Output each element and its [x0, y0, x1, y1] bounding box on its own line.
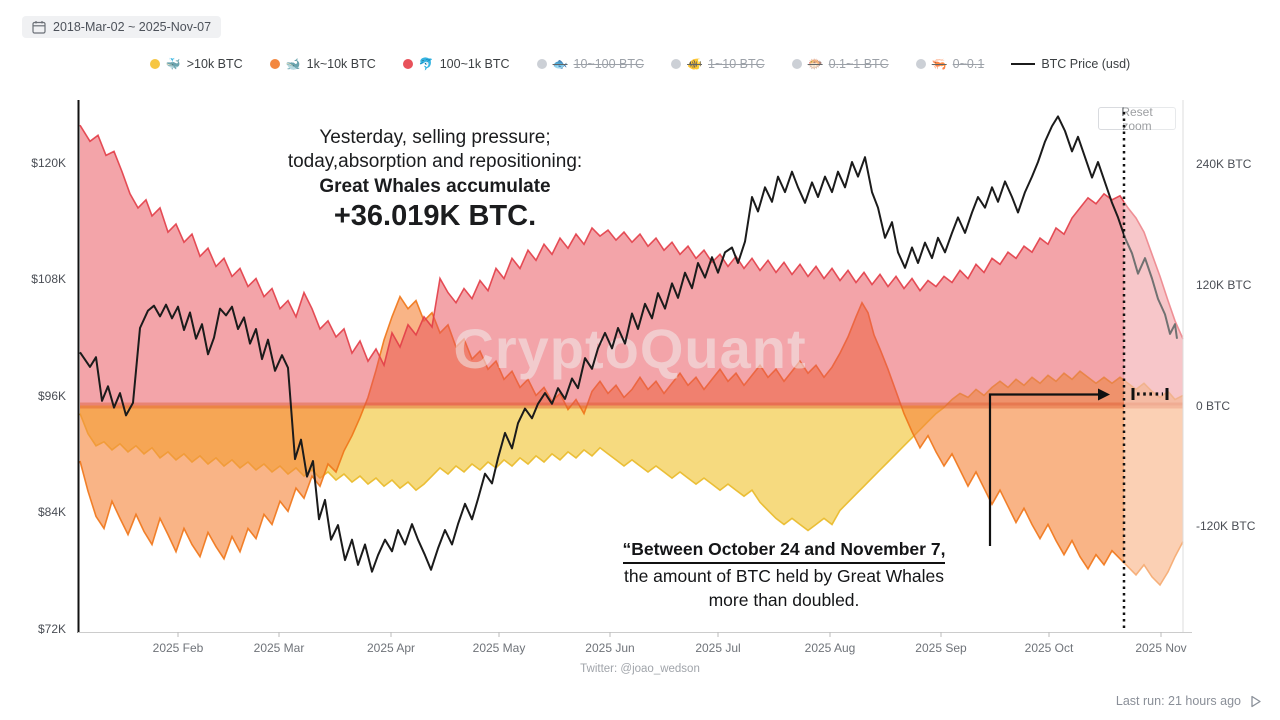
x-axis-tick-label: 2025 Nov	[1135, 641, 1187, 655]
annotation-line: +36.019K BTC.	[333, 200, 537, 232]
area-edge-red	[79, 124, 1184, 368]
x-axis-tick-label: 2025 Jul	[695, 641, 741, 655]
reset-zoom-button[interactable]: Reset zoom	[1098, 105, 1176, 133]
price-line-swatch	[1011, 63, 1036, 65]
arrow-line	[988, 393, 1098, 546]
annotation-accumulation: Yesterday, selling pressure; today,absor…	[235, 126, 635, 233]
y-axis-tick-label: -120K BTC	[1196, 519, 1256, 534]
annotation-line: more than doubled.	[708, 590, 860, 610]
annotation-doubled: “Between October 24 and November 7, the …	[574, 537, 994, 612]
legend-label: 0.1~1 BTC	[828, 57, 889, 71]
legend-label: >10k BTC	[186, 57, 243, 71]
x-axis-tick-label: 2025 Feb	[152, 641, 204, 655]
y-axis-tick-label: 240K BTC	[1196, 156, 1252, 171]
legend-dot	[791, 59, 802, 69]
area-red	[80, 125, 1183, 406]
legend-label: 100~1k BTC	[439, 57, 510, 71]
btc-price-line	[79, 115, 1178, 573]
annotation-line: the amount of BTC held by Great Whales	[623, 566, 945, 586]
legend-dot	[915, 59, 926, 69]
y-axis-tick-label: 0 BTC	[1196, 398, 1231, 413]
whale-tier-icon: 🐋	[285, 57, 301, 71]
legend-label: 10~100 BTC	[573, 57, 645, 71]
arrow-head	[1098, 388, 1110, 401]
whale-tier-icon: 🐡	[807, 57, 823, 71]
last-run-status: Last run: 21 hours ago	[1116, 694, 1262, 708]
legend-item-0-0-1[interactable]: 🦐 0~0.1	[915, 57, 985, 71]
annotation-line-underlined: “Between October 24 and November 7,	[622, 537, 946, 564]
last-run-text: Last run: 21 hours ago	[1115, 694, 1241, 708]
legend-dot	[671, 59, 682, 69]
legend-item-100-1k-btc[interactable]: 🐬 100~1k BTC	[402, 57, 510, 71]
date-range-text: 2018-Mar-02 ~ 2025-Nov-07	[53, 20, 212, 34]
y-axis-tick-label: 120K BTC	[1196, 277, 1252, 292]
highlight-region	[1124, 100, 1183, 632]
legend-item--10k-btc[interactable]: 🐳 >10k BTC	[149, 57, 243, 71]
y-axis-tick-label: $120K	[31, 156, 66, 170]
legend-item-1-10-btc[interactable]: 🐠 1~10 BTC	[671, 57, 765, 71]
chart-legend: 🐳 >10k BTC 🐋 1k~10k BTC 🐬 100~1k BTC 🐟 10~100 B…	[0, 57, 1280, 71]
x-axis-tick-label: 2025 Jun	[585, 641, 635, 655]
x-axis-tick-label: 2025 Oct	[1024, 641, 1074, 655]
legend-item-1k-10k-btc[interactable]: 🐋 1k~10k BTC	[269, 57, 376, 71]
legend-dot	[269, 59, 280, 69]
legend-item-10-100-btc[interactable]: 🐟 10~100 BTC	[536, 57, 645, 71]
twitter-credit: Twitter: @joao_wedson	[580, 663, 700, 675]
legend-dot	[402, 59, 413, 69]
whale-tier-icon: 🐠	[687, 57, 703, 71]
y-axis-tick-label: $108K	[31, 272, 66, 287]
legend-dot	[149, 59, 160, 69]
date-range-badge[interactable]: 2018-Mar-02 ~ 2025-Nov-07	[22, 16, 222, 38]
legend-dot	[536, 59, 547, 69]
y-axis-tick-label: $84K	[37, 505, 66, 520]
play-icon[interactable]	[1249, 695, 1262, 708]
whale-tier-icon: 🦐	[931, 57, 947, 71]
annotation-line: Great Whales accumulate	[319, 176, 551, 197]
legend-label: 0~0.1	[952, 57, 985, 71]
x-axis-tick-label: 2025 Mar	[253, 641, 305, 655]
legend-label: BTC Price (usd)	[1041, 57, 1131, 71]
annotation-line: today,absorption and repositioning:	[287, 151, 583, 172]
x-axis-tick-label: 2025 Apr	[366, 641, 416, 655]
y-axis-tick-label: $72K	[37, 621, 66, 636]
x-axis-tick-label: 2025 Sep	[915, 641, 967, 655]
legend-label: 1~10 BTC	[708, 57, 765, 71]
annotation-line: Yesterday, selling pressure;	[319, 127, 551, 148]
legend-label: 1k~10k BTC	[306, 57, 376, 71]
legend-item-btc-price[interactable]: BTC Price (usd)	[1011, 57, 1130, 71]
legend-item-0-1-1-btc[interactable]: 🐡 0.1~1 BTC	[791, 57, 889, 71]
calendar-icon	[32, 21, 46, 34]
y-axis-tick-label: $96K	[37, 388, 66, 403]
x-axis-tick-label: 2025 Aug	[804, 641, 856, 655]
whale-tier-icon: 🐳	[165, 57, 181, 71]
x-axis-tick-label: 2025 May	[472, 641, 526, 655]
whale-tier-icon: 🐬	[418, 57, 434, 71]
whale-tier-icon: 🐟	[552, 57, 568, 71]
